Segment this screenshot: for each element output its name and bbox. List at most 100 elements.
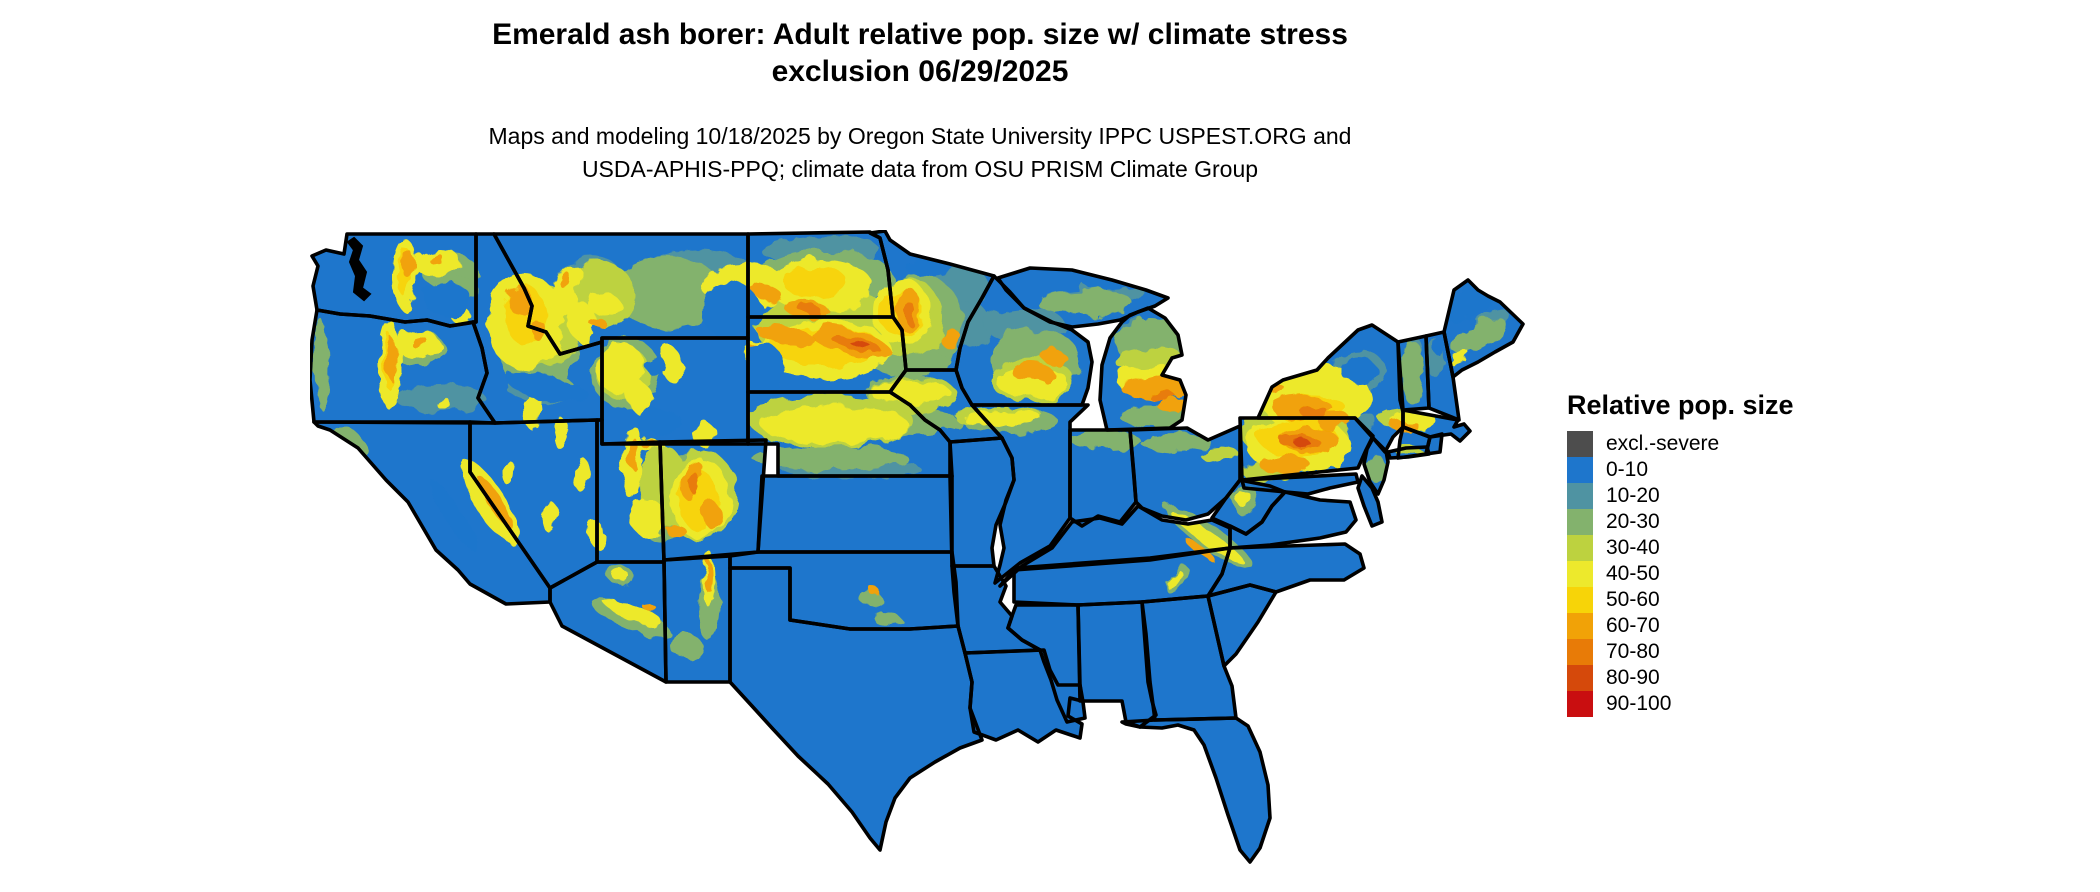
pop-raster-patch xyxy=(938,330,962,346)
pop-raster-patch xyxy=(502,459,514,485)
pop-raster-patch xyxy=(427,253,443,263)
legend-label: 80-90 xyxy=(1606,666,1660,689)
pop-raster-patch xyxy=(870,380,950,404)
pop-raster-patch xyxy=(414,249,462,277)
map-subtitle-line2: USDA-APHIS-PPQ; climate data from OSU PR… xyxy=(581,156,1259,182)
legend-label: 0-10 xyxy=(1606,458,1649,481)
pop-raster-patch xyxy=(506,373,590,403)
pop-raster-patch xyxy=(1451,316,1505,354)
legend-label: 10-20 xyxy=(1606,484,1660,507)
state-fill-NM xyxy=(664,556,730,682)
pop-raster-patch xyxy=(1037,290,1133,316)
legend-title: Relative pop. size xyxy=(1567,390,1794,420)
pop-raster-patch xyxy=(1236,489,1250,507)
state-fill-DEL xyxy=(1358,476,1382,526)
pop-raster-patch xyxy=(612,569,628,581)
pop-raster-patch xyxy=(641,602,659,614)
state-fill-LA xyxy=(965,650,1082,742)
pop-raster-patch xyxy=(903,303,917,325)
state-border-CT xyxy=(1396,425,1432,460)
pop-raster-patch xyxy=(1140,432,1210,452)
pop-raster-patch xyxy=(395,384,485,412)
pop-raster-patch xyxy=(747,283,783,301)
pop-raster-patch xyxy=(1340,357,1376,383)
state-fill-GA xyxy=(1142,596,1236,720)
legend-item: excl.-severe xyxy=(1567,431,1794,457)
state-border-MI xyxy=(1098,306,1188,432)
state-border-NH xyxy=(1424,330,1461,422)
state-fill-CA xyxy=(314,422,550,604)
state-border-MD xyxy=(1240,472,1360,496)
legend-swatch xyxy=(1567,431,1593,457)
pop-raster-patch xyxy=(1147,391,1175,399)
legend-swatch xyxy=(1567,639,1593,665)
pop-raster-patch xyxy=(872,613,904,627)
map-subtitle: Maps and modeling 10/18/2025 by Oregon S… xyxy=(0,120,1840,186)
pop-raster-patch xyxy=(387,338,397,382)
pop-raster-patch xyxy=(566,300,598,344)
pop-raster-patch xyxy=(660,345,684,385)
state-fill-KS xyxy=(758,476,952,552)
state-border-WV xyxy=(1210,478,1287,536)
state-fill-KY xyxy=(1000,506,1230,586)
puget-sound xyxy=(346,236,372,302)
state-fill-IL xyxy=(972,405,1088,583)
pop-raster-patch xyxy=(962,410,1042,426)
pop-raster-patch xyxy=(760,406,908,442)
legend-label: 20-30 xyxy=(1606,510,1660,533)
legend-item: 60-70 xyxy=(1567,613,1794,639)
pop-raster-patch xyxy=(478,476,512,528)
pop-raster-patch xyxy=(613,257,723,327)
state-fill-AZ xyxy=(550,562,666,682)
pop-raster-patch xyxy=(1260,454,1310,476)
us-map xyxy=(310,230,1525,864)
legend-swatch xyxy=(1567,665,1593,691)
pop-raster-patch xyxy=(430,480,476,550)
state-border-LA xyxy=(963,648,1084,744)
pop-raster-patch xyxy=(1371,455,1385,485)
state-fill-OK xyxy=(730,552,958,629)
pop-raster-patch xyxy=(669,633,701,657)
legend-item: 20-30 xyxy=(1567,509,1794,535)
legend-swatch xyxy=(1567,613,1593,639)
pop-raster-patch xyxy=(1157,397,1187,413)
pop-raster-patch xyxy=(409,335,427,347)
pop-raster-patch xyxy=(437,400,453,410)
pop-raster-patch xyxy=(402,250,414,278)
legend-label: 50-60 xyxy=(1606,588,1660,611)
pop-raster-patch xyxy=(755,324,815,346)
legend-item: 0-10 xyxy=(1567,457,1794,483)
pop-raster-patch xyxy=(575,457,589,493)
state-border-FL xyxy=(1120,716,1272,864)
legend-swatch xyxy=(1567,509,1593,535)
legend-item: 70-80 xyxy=(1567,639,1794,665)
legend: Relative pop. size excl.-severe 0-10 10-20… xyxy=(1567,390,1794,717)
pop-raster-patch xyxy=(1450,351,1470,366)
pop-raster-patch xyxy=(1167,570,1183,590)
legend-label: 90-100 xyxy=(1606,692,1672,715)
pop-raster-patch xyxy=(704,556,712,592)
pop-raster-patch xyxy=(634,410,682,434)
map-title: Emerald ash borer: Adult relative pop. s… xyxy=(0,16,1840,90)
pop-raster-patch xyxy=(1043,351,1067,365)
state-border-RI xyxy=(1424,432,1444,456)
legend-swatch xyxy=(1567,587,1593,613)
state-border-DEL xyxy=(1356,474,1384,528)
state-fill-AL xyxy=(1078,602,1156,727)
map-title-line1: Emerald ash borer: Adult relative pop. s… xyxy=(492,18,1348,51)
pop-raster-patch xyxy=(1294,439,1310,447)
legend-label: excl.-severe xyxy=(1606,432,1720,455)
state-border-NC xyxy=(1206,542,1366,598)
pop-raster-patch xyxy=(748,350,760,366)
state-border-OH xyxy=(1128,424,1242,522)
pop-raster-patch xyxy=(540,499,556,531)
pop-raster-layer xyxy=(315,236,1508,657)
legend-label: 70-80 xyxy=(1606,640,1660,663)
pop-raster-patch xyxy=(645,355,665,375)
map-subtitle-line1: Maps and modeling 10/18/2025 by Oregon S… xyxy=(488,123,1352,149)
pop-raster-patch xyxy=(1012,362,1052,382)
pop-raster-patch xyxy=(555,419,569,451)
map-title-line2: exclusion 06/29/2025 xyxy=(771,55,1069,88)
pop-raster-patch xyxy=(691,474,701,496)
